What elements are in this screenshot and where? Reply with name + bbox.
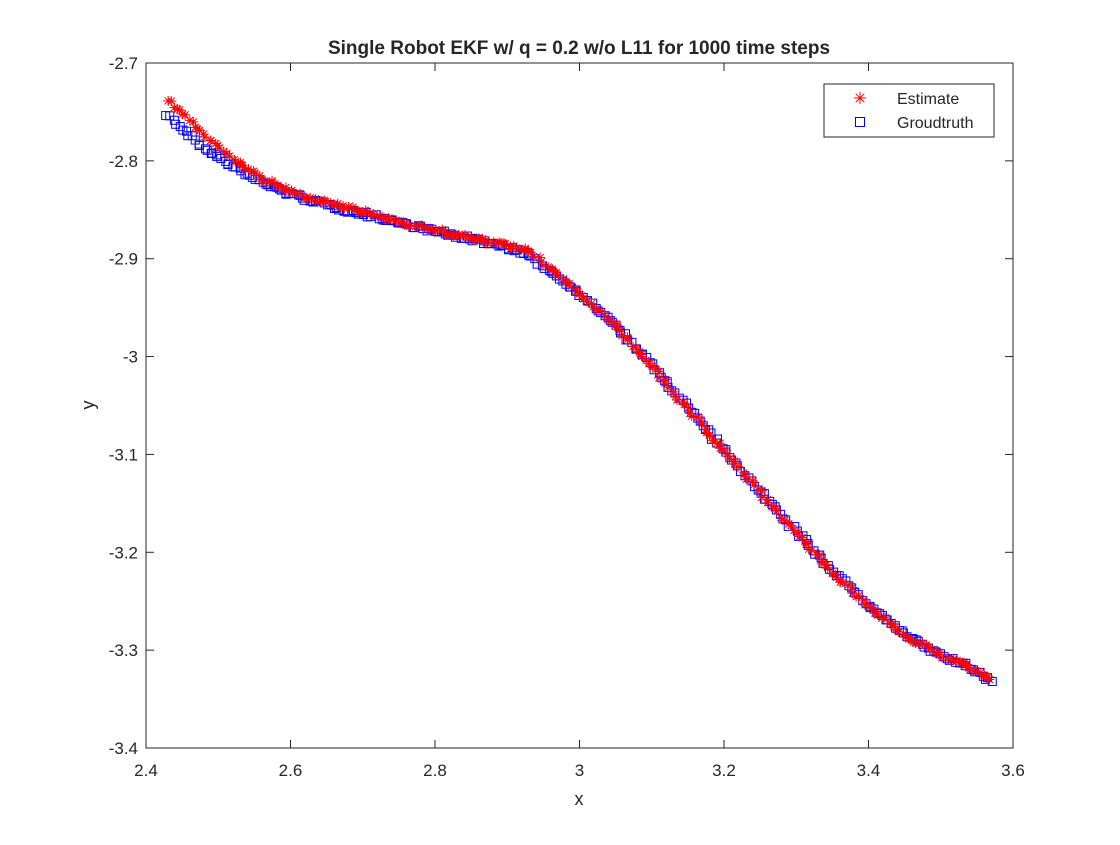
estimate-point	[508, 241, 519, 252]
estimate-point	[593, 305, 604, 316]
y-ticks: -2.7 -2.8 -2.9 -3 -3.1 -3.2 -3.3 -3.4	[109, 54, 1013, 758]
estimate-point	[837, 577, 848, 588]
estimate-point	[880, 612, 891, 623]
groundtruth-point	[221, 156, 231, 166]
y-tick-label: -2.9	[109, 250, 138, 269]
x-axis-label: x	[575, 789, 584, 809]
estimate-point	[821, 559, 832, 570]
x-tick-label: 3	[575, 761, 584, 780]
estimate-point	[771, 506, 782, 517]
estimate-point	[692, 412, 703, 423]
series-estimate	[163, 95, 995, 685]
estimate-point	[552, 270, 563, 281]
estimate-point	[404, 221, 415, 232]
groundtruth-point	[381, 215, 391, 225]
estimate-point	[374, 210, 385, 221]
estimate-point	[563, 279, 574, 290]
estimate-point	[281, 186, 292, 197]
estimate-point	[243, 164, 254, 175]
series-layer	[161, 95, 997, 687]
groundtruth-point	[171, 119, 181, 129]
y-tick-label: -3	[123, 348, 138, 367]
legend-label-groudtruth: Groudtruth	[897, 115, 973, 132]
estimate-point	[480, 236, 491, 247]
estimate-point	[430, 226, 441, 237]
estimate-point	[551, 267, 562, 278]
estimate-point	[622, 334, 633, 345]
estimate-point	[924, 643, 935, 654]
estimate-point	[707, 435, 718, 446]
estimate-point	[671, 394, 682, 405]
legend-marker-groudtruth	[855, 117, 865, 127]
x-ticks: 2.4 2.6 2.8 3 3.2 3.4 3.6	[134, 63, 1025, 780]
estimate-point	[822, 562, 833, 573]
y-tick-label: -3.3	[109, 641, 138, 660]
estimate-point	[869, 607, 880, 618]
estimate-point	[704, 430, 715, 441]
axes-frame	[145, 62, 1014, 749]
estimate-point	[614, 325, 625, 336]
groundtruth-point	[704, 425, 714, 435]
estimate-point	[500, 238, 511, 249]
estimate-point	[686, 411, 697, 422]
estimate-point	[574, 289, 585, 300]
groudtruth-legend-glyph	[855, 117, 865, 127]
estimate-point	[662, 382, 673, 393]
estimate-point	[853, 590, 864, 601]
groundtruth-point	[194, 141, 204, 151]
x-tick-label: 2.8	[423, 761, 447, 780]
y-axis-label: y	[78, 401, 98, 410]
x-tick-label: 3.2	[712, 761, 736, 780]
estimate-point	[205, 135, 216, 146]
x-tick-label: 3.6	[1001, 761, 1025, 780]
y-tick-label: -3.2	[109, 543, 138, 562]
estimate-point	[547, 265, 558, 276]
estimate-legend-glyph	[854, 92, 866, 104]
estimate-point	[715, 443, 726, 454]
estimate-point	[199, 132, 210, 143]
groundtruth-point	[223, 159, 233, 169]
legend-label-estimate: Estimate	[897, 91, 959, 108]
x-tick-label: 2.6	[279, 761, 303, 780]
estimate-point	[831, 572, 842, 583]
estimate-point	[917, 638, 928, 649]
chart-title: Single Robot EKF w/ q = 0.2 w/o L11 for …	[328, 38, 830, 59]
estimate-point	[467, 233, 478, 244]
estimate-point	[417, 222, 428, 233]
estimate-point	[668, 386, 679, 397]
legend: Estimate Groudtruth	[823, 83, 995, 138]
x-tick-label: 2.4	[134, 761, 158, 780]
y-tick-label: -2.7	[109, 54, 138, 73]
estimate-point	[295, 188, 306, 199]
estimate-point	[528, 251, 539, 262]
estimate-point	[797, 532, 808, 543]
estimate-point	[257, 176, 268, 187]
estimate-point	[806, 545, 817, 556]
estimate-point	[273, 181, 284, 192]
x-tick-label: 3.4	[857, 761, 881, 780]
estimate-point	[741, 474, 752, 485]
estimate-point	[564, 278, 575, 289]
estimate-point	[305, 192, 316, 203]
estimate-point	[830, 570, 841, 581]
estimate-point	[984, 674, 995, 685]
groundtruth-point	[181, 126, 191, 136]
estimate-point	[697, 418, 708, 429]
estimate-point	[733, 461, 744, 472]
y-tick-label: -3.4	[109, 739, 138, 758]
estimate-point	[576, 290, 587, 301]
y-tick-label: -3.1	[109, 445, 138, 464]
estimate-point	[786, 520, 797, 531]
estimate-point	[599, 310, 610, 321]
y-tick-label: -2.8	[109, 152, 138, 171]
legend-box	[823, 83, 995, 138]
groundtruth-point	[732, 461, 742, 471]
legend-marker-estimate	[854, 92, 866, 104]
